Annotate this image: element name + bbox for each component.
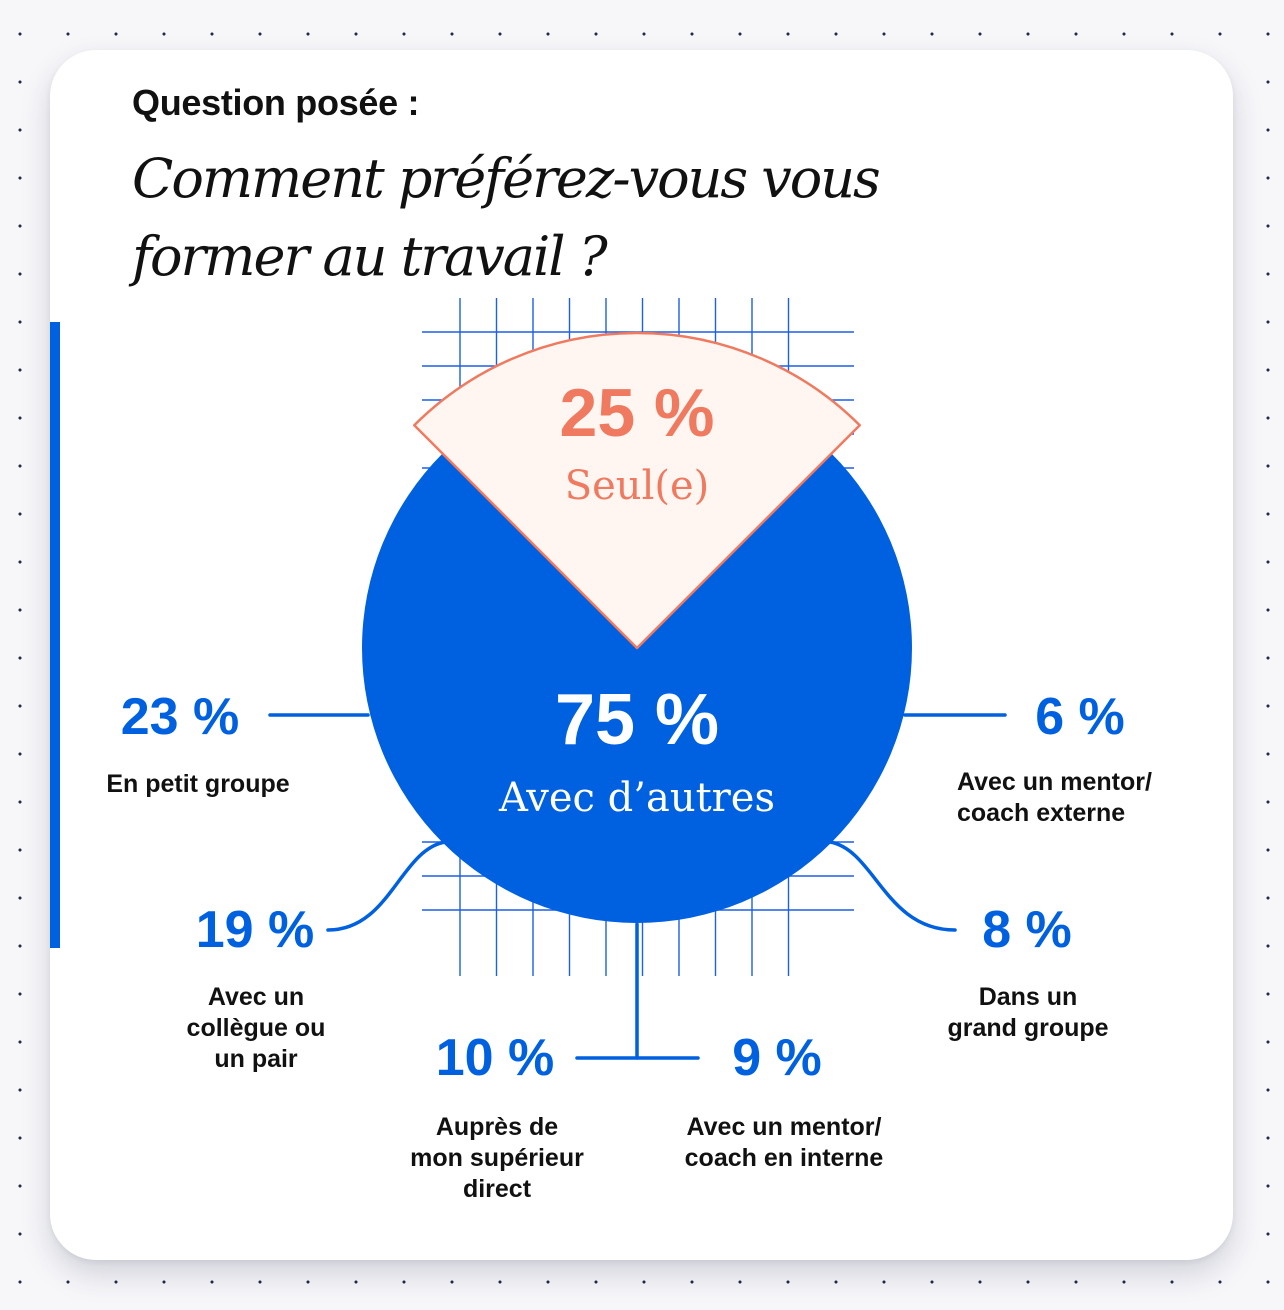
- connector-line: [326, 840, 447, 932]
- question-label: Question posée :: [132, 82, 420, 123]
- breakdown-label: Avec un collègue ou un pair: [187, 983, 326, 1073]
- slice-seul-label: Seul(e): [565, 463, 710, 509]
- breakdown-value: 6 %: [1035, 688, 1125, 746]
- breakdown-label-line: direct: [463, 1175, 532, 1203]
- breakdown-label-line: Avec un mentor/: [957, 768, 1152, 796]
- breakdown-label: Avec un mentor/coach externe: [957, 768, 1152, 827]
- breakdown-value: 9 %: [732, 1029, 822, 1087]
- breakdown-label: Dans un grand groupe: [947, 983, 1108, 1042]
- breakdown-label-line: grand groupe: [947, 1014, 1108, 1042]
- breakdown-value: 10 %: [436, 1029, 555, 1087]
- slice-avec-d-autres-label: Avec d’autres: [498, 775, 775, 821]
- breakdown-label-line: En petit groupe: [106, 770, 289, 798]
- breakdown-value: 23 %: [121, 688, 240, 746]
- connector-lines: [268, 713, 1007, 1060]
- breakdown-label-line: coach externe: [957, 799, 1125, 827]
- breakdown-label-line: collègue ou: [187, 1014, 326, 1042]
- accent-bar: [50, 322, 60, 948]
- breakdown-label-line: un pair: [214, 1045, 298, 1073]
- breakdown-value: 19 %: [196, 901, 315, 959]
- question-title: Comment préférez-vous vous former au tra…: [132, 147, 881, 288]
- slice-seul-value: 25 %: [560, 375, 715, 451]
- breakdown-label: En petit groupe: [106, 770, 289, 798]
- breakdown-label-line: Avec un: [208, 983, 304, 1011]
- slice-avec-d-autres-value: 75 %: [555, 680, 719, 760]
- breakdown-label-line: Dans un: [979, 983, 1078, 1011]
- breakdown-label-line: Auprès de: [436, 1113, 558, 1141]
- breakdown-value: 8 %: [982, 901, 1072, 959]
- infographic-card: Question posée : Comment préférez-vous v…: [50, 50, 1233, 1260]
- pie-chart: 25 % Seul(e) 75 % Avec d’autres 23 % En p…: [106, 298, 1152, 1203]
- breakdown-label: Avec un mentor/coach en interne: [685, 1113, 884, 1172]
- breakdown-label-line: mon supérieur: [410, 1144, 584, 1172]
- breakdown-callouts: 23 % En petit groupe 19 % Avec un collègue o…: [106, 688, 1152, 1203]
- breakdown-label: Auprès de mon supérieur direct: [410, 1113, 584, 1203]
- breakdown-label-line: coach en interne: [685, 1144, 884, 1172]
- slice-avec-d-autres: [362, 453, 912, 923]
- slice-seul: [413, 331, 861, 650]
- breakdown-label-line: Avec un mentor/: [687, 1113, 882, 1141]
- connector-line: [828, 840, 957, 932]
